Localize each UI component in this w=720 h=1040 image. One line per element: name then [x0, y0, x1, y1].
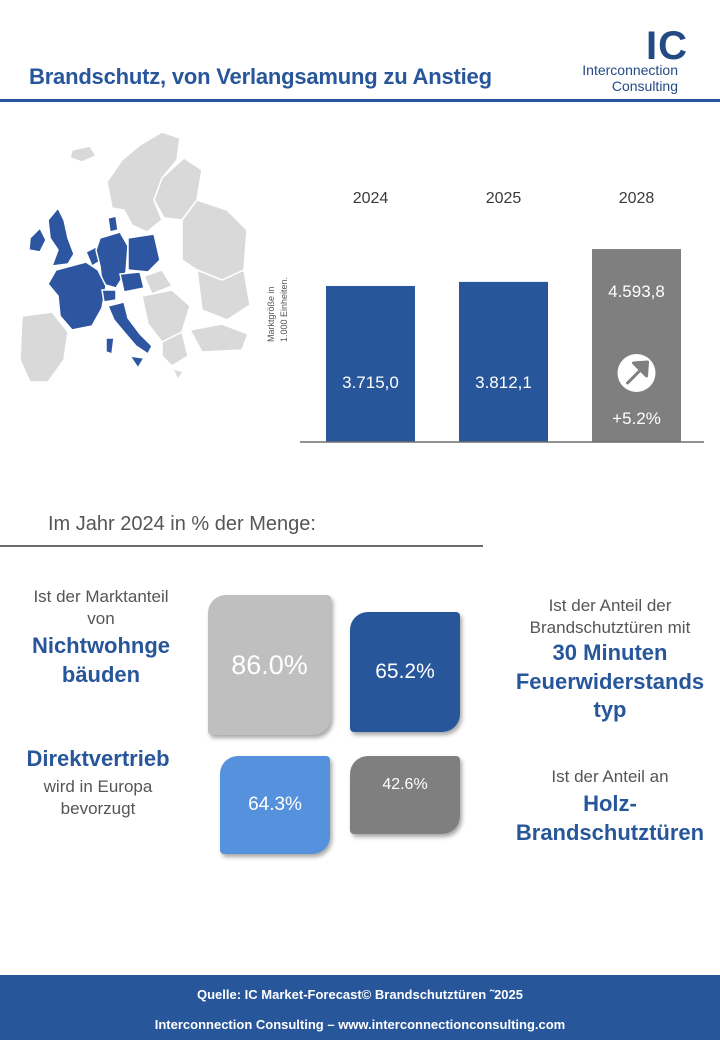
value-label-2025: 3.812,1	[475, 373, 532, 392]
logo-line-1: Interconnection	[582, 62, 678, 78]
tile-top-right: 65.2%	[350, 612, 460, 732]
tile-top-left: 86.0%	[208, 595, 331, 735]
bar-2024	[326, 285, 415, 442]
tile-bottom-right: 42.6%	[350, 756, 460, 834]
company-logo: IC Interconnection Consulting	[556, 26, 696, 96]
logo-mark: IC	[646, 24, 688, 68]
value-label-2024: 3.715,0	[342, 373, 399, 392]
right-top-block: Ist der Anteil der Brandschutztüren mit …	[500, 595, 720, 725]
right-top-blue-text: Feuerwiderstands typ	[515, 668, 705, 723]
market-size-bar-chart: Marktgröße in 1.000 Einheiten. 2024 3.715…	[266, 190, 704, 443]
right-bottom-blue-text: Holz- Brandschutztüren	[515, 791, 705, 845]
right-bottom-gray-text: Ist der Anteil an	[551, 767, 669, 786]
tile-bottom-right-value: 42.6%	[382, 776, 428, 793]
growth-label: +5.2%	[612, 409, 661, 428]
europe-map-icon	[19, 131, 251, 383]
arrow-up-right-icon	[617, 354, 656, 392]
footer: Quelle: IC Market-Forecast© Brandschutzt…	[0, 975, 720, 1040]
left-bottom-block: Direktvertrieb wird in Europa bevorzugt	[10, 745, 186, 820]
bars-layer: 2024 3.715,0 2025 3.812,1 2028 4.593,8 +5.2%	[326, 190, 681, 442]
category-label-2025: 2025	[486, 190, 522, 207]
section-title: Im Jahr 2024 in % der Menge:	[48, 513, 316, 535]
left-top-blue-text: Nichtwohnge bäuden	[31, 633, 171, 687]
left-top-gray-text: Ist der Marktanteil von	[33, 587, 169, 629]
right-top-blue-inline: 30 Minuten	[552, 640, 668, 666]
y-axis-label-line-1: Marktgröße in	[266, 286, 276, 342]
value-label-2028: 4.593,8	[608, 282, 665, 301]
y-axis-label-line-2: 1.000 Einheiten.	[279, 277, 289, 342]
page-title: Brandschutz, von Verlangsamung zu Anstie…	[29, 64, 492, 89]
tile-top-right-value: 65.2%	[375, 660, 435, 683]
tile-bottom-left-value: 64.3%	[248, 794, 302, 815]
bar-2028	[592, 249, 681, 442]
left-bottom-blue-text: Direktvertrieb	[26, 746, 170, 771]
section-divider	[0, 545, 483, 547]
right-top-gray-lead: Ist der Anteil der Brandschutztüren mit	[529, 596, 691, 638]
tile-bottom-left: 64.3%	[220, 756, 330, 854]
bar-2025	[459, 281, 548, 442]
logo-line-2: Consulting	[611, 78, 678, 94]
right-top-gray-text: Ist der Anteil der Brandschutztüren mit …	[500, 595, 720, 668]
footer-company: Interconnection Consulting – www.interco…	[154, 1017, 566, 1032]
left-bottom-gray-text: wird in Europa bevorzugt	[43, 776, 153, 818]
tile-top-left-value: 86.0%	[231, 649, 308, 680]
right-bottom-block: Ist der Anteil an Holz- Brandschutztüren	[500, 766, 720, 847]
category-label-2028: 2028	[619, 190, 655, 207]
left-top-block: Ist der Marktanteil von Nichtwohnge bäud…	[6, 586, 196, 689]
footer-source: Quelle: IC Market-Forecast© Brandschutzt…	[197, 987, 523, 1002]
header-divider	[0, 99, 720, 102]
category-label-2024: 2024	[353, 190, 389, 207]
